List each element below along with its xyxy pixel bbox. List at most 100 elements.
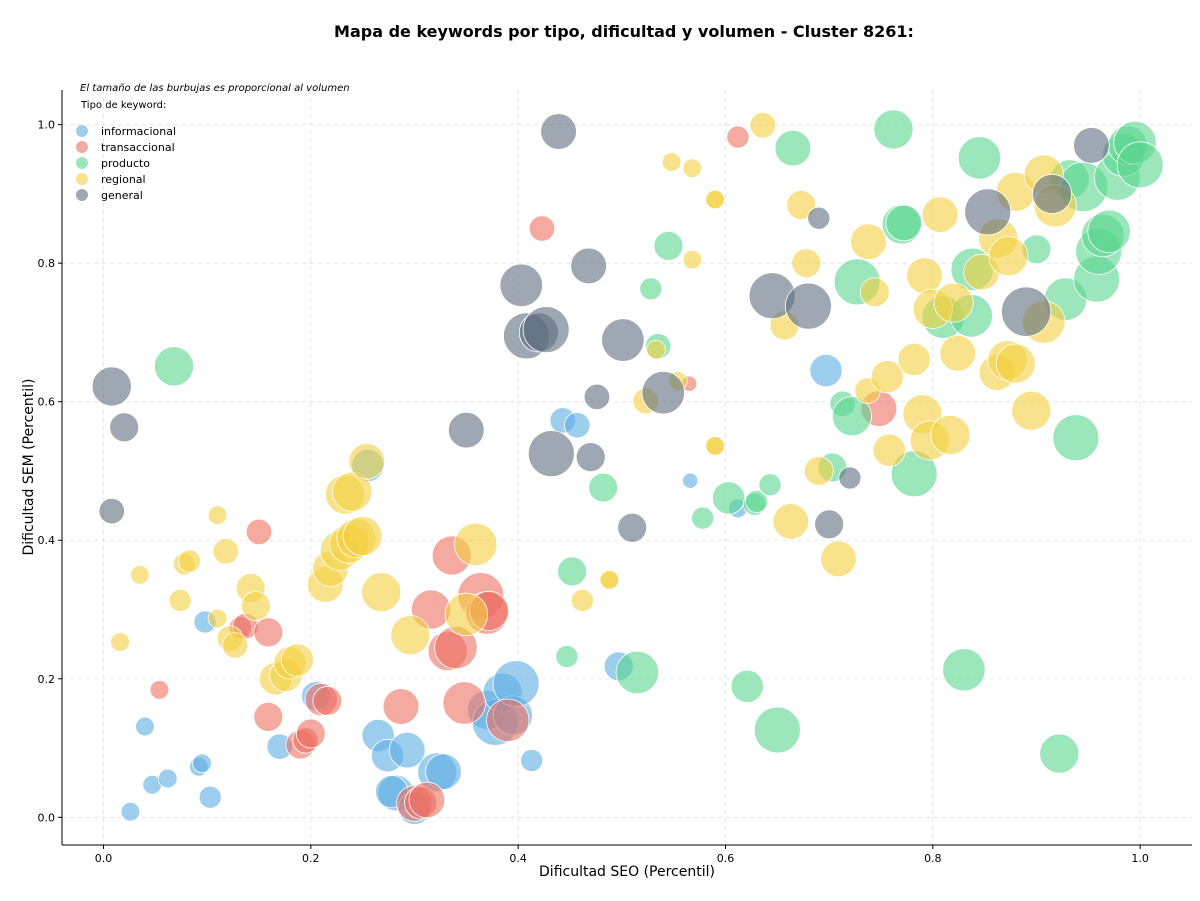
- bubble: [528, 215, 556, 242]
- bubble: [570, 588, 594, 612]
- bubble: [522, 306, 570, 354]
- bubble: [682, 472, 699, 489]
- bubble: [995, 343, 1036, 384]
- bubble: [753, 706, 801, 754]
- bubble: [212, 538, 239, 565]
- legend-marker: [76, 125, 88, 137]
- bubble: [615, 650, 660, 695]
- x-tick-label: 0.4: [509, 852, 527, 865]
- legend-title: Tipo de keyword:: [80, 100, 166, 111]
- bubble: [149, 680, 170, 700]
- bubble: [448, 411, 485, 449]
- x-axis-label: Dificultad SEO (Percentil): [539, 864, 715, 880]
- bubble: [425, 753, 462, 790]
- bubble: [91, 366, 132, 407]
- legend-label: informacional: [101, 125, 176, 138]
- bubble: [850, 223, 887, 260]
- size-note: El tamaño de las burbujas es proporciona…: [80, 83, 350, 94]
- bubble: [570, 247, 607, 285]
- bubble: [774, 129, 812, 167]
- bubble: [98, 497, 125, 525]
- bubble: [1032, 173, 1073, 214]
- bubble: [390, 615, 431, 656]
- bubble: [192, 753, 212, 774]
- bubble: [814, 509, 845, 540]
- bubble: [921, 196, 959, 233]
- bubble: [646, 339, 666, 360]
- bubble: [873, 109, 914, 150]
- bubble: [361, 572, 402, 613]
- bubble: [653, 230, 684, 261]
- bubble: [207, 608, 228, 629]
- legend-label: regional: [101, 173, 146, 186]
- bubble: [492, 660, 540, 708]
- bubble: [820, 540, 857, 578]
- bubble: [527, 430, 575, 478]
- legend-marker: [76, 173, 88, 185]
- bubble: [705, 189, 725, 210]
- y-tick-label: 0.0: [38, 811, 56, 824]
- legend-marker: [76, 157, 88, 169]
- bubble: [1011, 390, 1052, 431]
- bubble: [885, 204, 923, 242]
- chart-title: Mapa de keywords por tipo, dificultad y …: [334, 22, 914, 41]
- bubble: [758, 473, 782, 497]
- bubble: [809, 353, 843, 388]
- bubble: [388, 731, 426, 769]
- bubble: [831, 396, 872, 437]
- bubble: [749, 112, 777, 139]
- bubble: [120, 801, 141, 822]
- legend-label: producto: [101, 157, 150, 170]
- y-tick-label: 0.4: [38, 534, 56, 547]
- bubble: [964, 188, 1012, 236]
- bubble: [785, 282, 832, 330]
- y-tick-label: 0.6: [38, 396, 56, 409]
- bubble: [872, 433, 906, 467]
- bubble: [930, 414, 971, 455]
- bubble: [178, 549, 202, 573]
- legend-marker: [76, 189, 88, 201]
- bubble: [933, 282, 974, 323]
- bubble: [1001, 286, 1052, 337]
- bubble: [245, 518, 273, 546]
- data-points: [91, 109, 1164, 825]
- bubble: [312, 686, 343, 716]
- bubble: [486, 698, 530, 743]
- bubble: [348, 442, 386, 480]
- bubble: [599, 569, 620, 590]
- bubble: [157, 768, 178, 789]
- x-tick-label: 0.2: [302, 852, 320, 865]
- bubble: [588, 472, 619, 503]
- bubble: [109, 412, 140, 443]
- bubble: [221, 632, 249, 659]
- legend-label: general: [101, 189, 143, 202]
- x-tick-label: 0.8: [924, 852, 942, 865]
- bubble: [682, 158, 703, 179]
- bubble: [253, 617, 284, 648]
- bubble: [838, 466, 862, 490]
- bubble: [1073, 127, 1110, 164]
- bubble: [442, 681, 486, 725]
- bubble: [540, 113, 577, 150]
- bubble: [408, 781, 446, 819]
- x-tick-label: 0.0: [95, 852, 113, 865]
- bubble: [1039, 733, 1080, 774]
- bubble: [207, 505, 228, 526]
- bubble: [1087, 209, 1131, 254]
- bubble: [772, 503, 810, 540]
- bubble: [153, 346, 194, 387]
- bubble: [988, 236, 1029, 277]
- bubble: [897, 342, 931, 377]
- bubble: [453, 522, 498, 567]
- bubble: [601, 318, 645, 362]
- bubble: [691, 506, 715, 530]
- bubble: [906, 257, 943, 294]
- bubble: [786, 190, 817, 220]
- bubble: [791, 248, 822, 279]
- x-tick-label: 1.0: [1131, 852, 1149, 865]
- bubble: [499, 263, 543, 308]
- y-axis-label: Dificultad SEM (Percentil): [21, 379, 37, 556]
- bubble: [1116, 141, 1164, 189]
- bubble: [730, 669, 764, 703]
- legend-items: informacional transaccional producto region…: [76, 125, 176, 202]
